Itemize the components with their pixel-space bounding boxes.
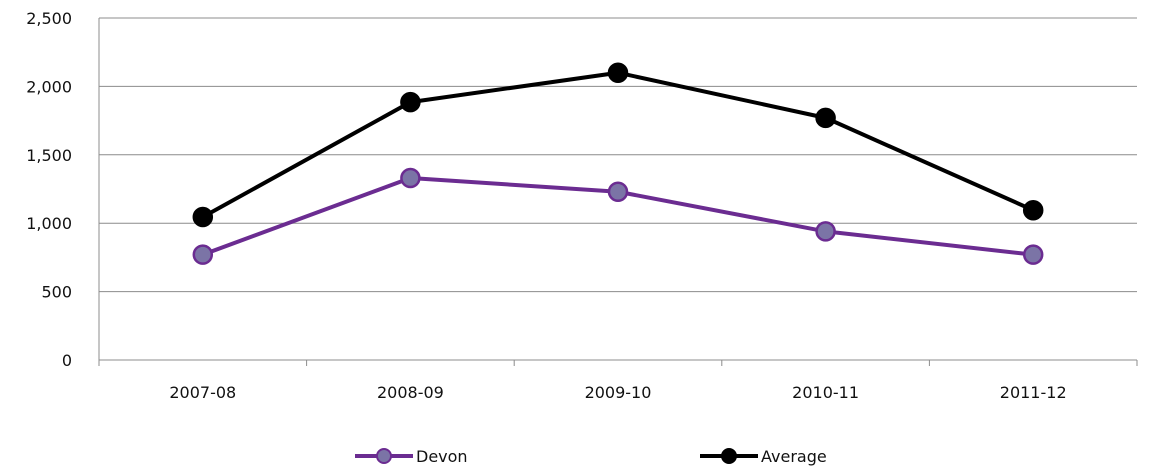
grid-lines (99, 17, 1137, 293)
x-tick-label: 2007-08 (169, 383, 236, 402)
y-tick-label: 0 (62, 351, 72, 370)
y-tick-label: 500 (41, 283, 72, 302)
x-tick-label: 2008-09 (377, 383, 444, 402)
data-point (192, 244, 214, 265)
data-point (400, 167, 421, 189)
legend: Devon Average (355, 447, 827, 466)
x-tick-label: 2011-12 (1000, 383, 1067, 402)
y-tick-label: 1,000 (26, 214, 72, 233)
series-lines (192, 62, 1044, 265)
y-tick-label: 2,000 (26, 77, 72, 96)
data-point (1022, 244, 1044, 265)
data-point (815, 107, 836, 129)
data-point (815, 221, 836, 242)
y-tick-label: 1,500 (26, 146, 72, 165)
series-average (192, 62, 1044, 228)
legend-label: Average (761, 447, 827, 466)
data-point (192, 206, 214, 228)
data-point (607, 181, 629, 202)
data-point (400, 91, 421, 113)
x-tick-label: 2010-11 (792, 383, 859, 402)
data-point (1022, 199, 1044, 221)
legend-item-devon: Devon (355, 447, 468, 466)
y-tick-label: 2,500 (26, 9, 72, 28)
x-tick-label: 2009-10 (585, 383, 652, 402)
x-tick-labels: 2007-08 2008-09 2009-10 2010-11 2011-12 (169, 383, 1066, 402)
legend-label: Devon (416, 447, 468, 466)
y-tick-labels: 0 500 1,000 1,500 2,000 2,500 (26, 9, 72, 370)
series-devon (192, 167, 1044, 265)
axes (98, 18, 1138, 366)
data-point (607, 62, 629, 83)
legend-swatch-marker (376, 448, 392, 464)
legend-item-average: Average (700, 447, 827, 466)
legend-swatch-marker (721, 448, 737, 464)
